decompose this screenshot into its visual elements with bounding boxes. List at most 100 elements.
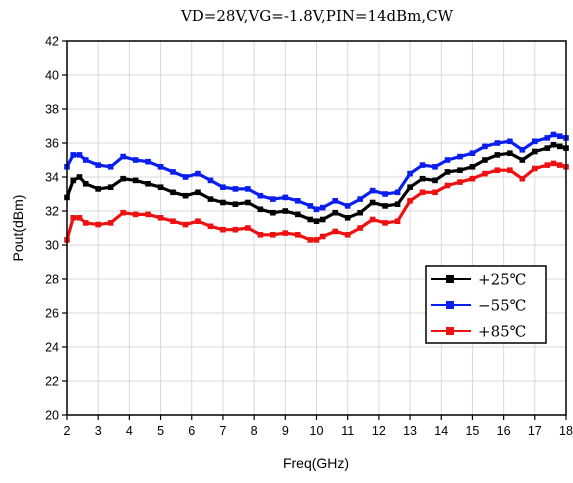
x-tick-label: 5 xyxy=(157,424,164,438)
data-point xyxy=(220,226,226,233)
data-point xyxy=(313,218,320,224)
data-point xyxy=(132,177,139,184)
data-point xyxy=(220,184,226,190)
data-point xyxy=(407,184,413,190)
data-point xyxy=(257,192,264,199)
data-point xyxy=(145,158,151,165)
data-point xyxy=(107,184,114,190)
x-tick-label: 10 xyxy=(310,424,324,438)
data-point xyxy=(76,215,83,221)
data-point xyxy=(95,221,101,228)
data-point xyxy=(344,215,351,221)
data-point xyxy=(332,198,339,204)
data-point xyxy=(120,153,126,160)
data-point xyxy=(507,138,513,145)
x-axis-label: Freq(GHz) xyxy=(283,455,349,471)
data-point xyxy=(444,169,451,175)
data-point xyxy=(76,174,83,180)
data-point xyxy=(444,157,451,163)
y-tick-label: 20 xyxy=(45,409,59,423)
data-point xyxy=(270,232,276,238)
data-point xyxy=(419,175,426,182)
x-tick-label: 6 xyxy=(188,424,195,438)
data-point xyxy=(432,164,438,170)
data-point xyxy=(494,140,501,146)
x-tick-label: 9 xyxy=(282,424,289,438)
data-point xyxy=(257,232,264,238)
data-point xyxy=(182,221,189,228)
data-point xyxy=(482,143,488,150)
data-point xyxy=(544,162,551,168)
data-point xyxy=(282,194,289,201)
data-point xyxy=(157,215,164,221)
data-point xyxy=(544,145,551,151)
x-tick-label: 2 xyxy=(64,424,71,438)
data-point xyxy=(550,141,557,148)
data-point xyxy=(282,208,289,214)
data-point xyxy=(220,199,226,206)
data-point xyxy=(294,198,301,204)
data-point xyxy=(95,162,101,168)
data-point xyxy=(307,203,314,209)
data-point xyxy=(344,232,351,238)
data-point xyxy=(507,150,513,156)
data-point xyxy=(457,153,463,160)
data-point xyxy=(257,206,264,213)
data-point xyxy=(469,150,476,156)
y-tick-label: 40 xyxy=(45,69,59,83)
data-point xyxy=(469,164,476,170)
data-point xyxy=(207,223,214,230)
y-tick-label: 34 xyxy=(45,171,59,185)
data-point xyxy=(332,209,339,216)
data-point xyxy=(195,189,201,196)
x-tick-label: 8 xyxy=(251,424,258,438)
x-tick-label: 17 xyxy=(528,424,542,438)
data-point xyxy=(419,162,426,168)
data-point xyxy=(182,174,189,180)
chart-title: VD=28V,VG=-1.8V,PIN=14dBm,CW xyxy=(180,7,454,25)
data-point xyxy=(519,157,526,163)
data-point xyxy=(544,135,551,141)
data-point xyxy=(120,209,126,216)
data-point xyxy=(369,187,376,194)
y-tick-label: 30 xyxy=(45,239,59,253)
data-point xyxy=(170,218,176,224)
data-point xyxy=(82,157,89,163)
data-point xyxy=(313,237,320,243)
data-point xyxy=(70,215,77,221)
data-point xyxy=(245,186,251,192)
series-layer xyxy=(64,131,569,243)
data-point xyxy=(369,199,376,206)
data-point xyxy=(307,237,314,243)
data-point xyxy=(307,216,314,223)
data-point xyxy=(70,177,77,184)
data-point xyxy=(145,181,151,187)
data-point xyxy=(107,164,114,170)
x-tick-label: 14 xyxy=(434,424,448,438)
data-point xyxy=(319,216,326,223)
data-point xyxy=(394,189,401,196)
data-point xyxy=(432,189,438,196)
data-point xyxy=(407,198,413,204)
x-tick-label: 13 xyxy=(403,424,417,438)
data-point xyxy=(407,170,413,177)
data-point xyxy=(120,175,126,182)
x-tick-label: 12 xyxy=(372,424,386,438)
data-point xyxy=(457,167,463,173)
data-point xyxy=(82,220,89,226)
data-point xyxy=(182,192,189,199)
ticks: 2 3 4 5 6 7 8 9 10 11 12 13 14 15 16 17 1820222426283032… xyxy=(45,35,573,439)
y-tick-label: 28 xyxy=(45,273,59,287)
y-tick-label: 22 xyxy=(45,375,59,389)
data-point xyxy=(207,196,214,202)
data-point xyxy=(313,206,320,213)
data-point xyxy=(132,157,139,163)
data-point xyxy=(507,167,513,173)
data-point xyxy=(319,204,326,211)
legend-marker xyxy=(446,327,454,335)
data-point xyxy=(382,191,388,197)
data-point xyxy=(394,201,401,207)
data-point xyxy=(232,201,239,207)
data-point xyxy=(382,220,388,226)
